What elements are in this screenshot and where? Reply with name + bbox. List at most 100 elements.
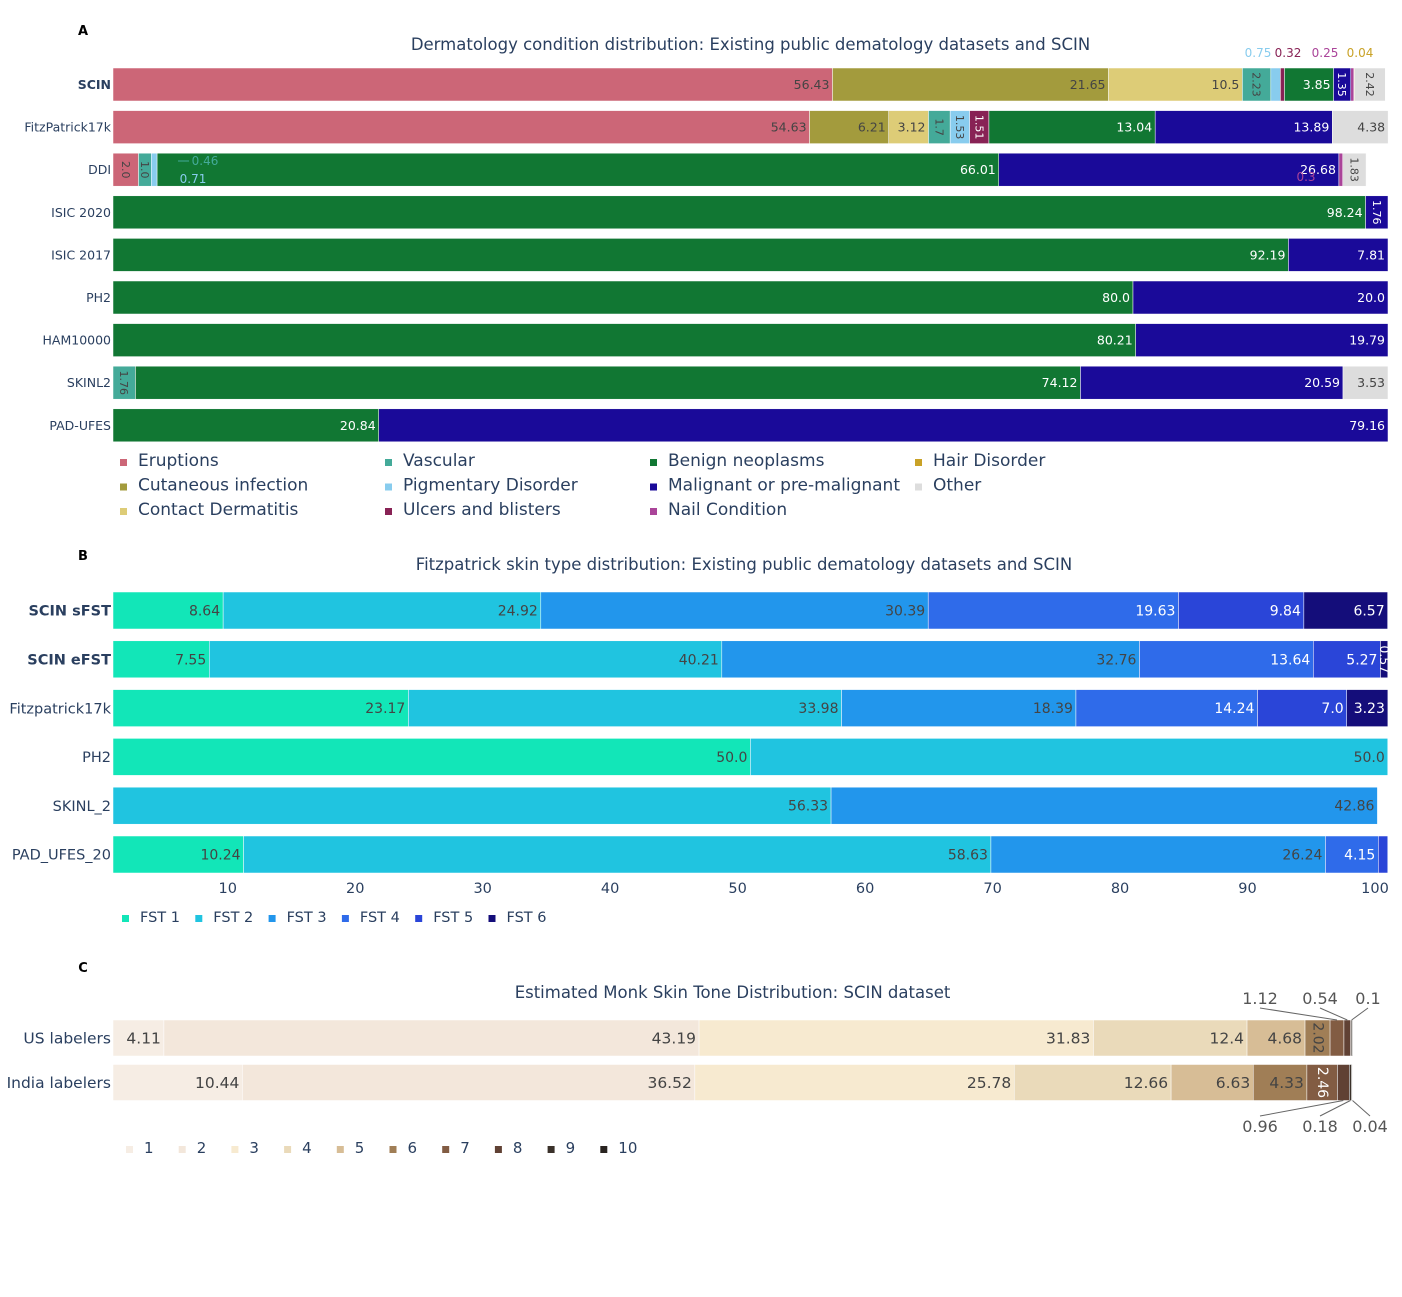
bar-value-label: 23.17 bbox=[365, 701, 405, 717]
bar-segment bbox=[721, 640, 1140, 679]
callout-label: 1.12 bbox=[1242, 989, 1278, 1008]
bar-value-label: 21.65 bbox=[1070, 77, 1106, 92]
bar-segment bbox=[1332, 110, 1389, 144]
bar-segment bbox=[809, 110, 889, 144]
legend-swatch bbox=[195, 915, 203, 922]
legend-swatch bbox=[600, 1146, 608, 1153]
bar-value-label: 1.83 bbox=[1347, 157, 1360, 182]
bar-value-label: 4.11 bbox=[126, 1030, 161, 1048]
category-label: Fitzpatrick17k bbox=[9, 701, 111, 717]
bar-value-label: 8.64 bbox=[189, 604, 220, 620]
legend-label: FST 1 bbox=[140, 910, 180, 926]
bar-value-label: 3.23 bbox=[1354, 701, 1385, 717]
legend-label: Pigmentary Disorder bbox=[403, 476, 578, 496]
bar-segment bbox=[1313, 640, 1381, 679]
bar-segment bbox=[832, 67, 1109, 102]
chart-panel-1: A Dermatology condition distribution: Exi… bbox=[24, 24, 1389, 520]
bar-segment bbox=[112, 640, 210, 679]
category-label: PH2 bbox=[86, 290, 111, 305]
bar-value-label: 20.84 bbox=[340, 418, 376, 433]
bar-segment bbox=[1380, 640, 1388, 679]
bar-value-label: 80.0 bbox=[1102, 290, 1130, 305]
bar-value-label: 10.44 bbox=[195, 1074, 239, 1092]
bar-value-label: 26.24 bbox=[1282, 848, 1322, 864]
bar-segment bbox=[112, 689, 409, 727]
bar-segment bbox=[1350, 67, 1355, 102]
bar-segment bbox=[112, 195, 1366, 230]
bar-segment bbox=[1338, 152, 1343, 187]
bar-value-label: 19.79 bbox=[1349, 333, 1385, 348]
legend-swatch bbox=[915, 459, 922, 466]
bar-segment bbox=[988, 110, 1156, 144]
bar-segment bbox=[163, 1019, 700, 1057]
bar-segment bbox=[135, 365, 1081, 400]
bar-segment bbox=[112, 67, 833, 102]
category-label: ISIC 2017 bbox=[51, 247, 111, 262]
bar-segment bbox=[1342, 152, 1367, 187]
callout-label: 0.46 bbox=[192, 154, 219, 168]
legend-swatch bbox=[494, 1146, 502, 1153]
legend-label: Eruptions bbox=[138, 451, 219, 471]
legend-label: 7 bbox=[460, 1139, 470, 1157]
bar-segment bbox=[888, 110, 929, 144]
bar-value-label: 0.57 bbox=[1377, 645, 1392, 673]
legend-swatch bbox=[268, 915, 276, 922]
bar-segment bbox=[1270, 67, 1281, 102]
legend-swatch bbox=[385, 508, 392, 515]
category-label: DDI bbox=[88, 162, 111, 177]
bar-value-label: 56.33 bbox=[788, 799, 828, 815]
bar-value-label: 42.86 bbox=[1334, 799, 1374, 815]
x-tick-label: 60 bbox=[856, 881, 874, 897]
bar-value-label: 3.53 bbox=[1357, 375, 1385, 390]
bar-value-label: 98.24 bbox=[1327, 205, 1363, 220]
bar-value-label: 12.4 bbox=[1210, 1030, 1245, 1048]
chart-title: Estimated Monk Skin Tone Distribution: S… bbox=[515, 983, 951, 1002]
legend-label: 1 bbox=[144, 1139, 154, 1157]
legend-swatch bbox=[231, 1146, 239, 1153]
bar-value-label: 13.64 bbox=[1270, 652, 1310, 668]
chart-panel-2: B Fitzpatrick skin type distribution: Exi… bbox=[9, 549, 1392, 926]
bar-value-label: 1.76 bbox=[1370, 200, 1383, 225]
bar-segment bbox=[1178, 591, 1305, 630]
bar-value-label: 74.12 bbox=[1042, 375, 1078, 390]
legend-label: 3 bbox=[249, 1139, 259, 1157]
bar-value-label: 7.55 bbox=[175, 652, 206, 668]
bar-value-label: 6.57 bbox=[1353, 604, 1384, 620]
legend-label: Nail Condition bbox=[668, 500, 787, 520]
bar-value-label: 14.24 bbox=[1214, 701, 1254, 717]
bar-segment bbox=[841, 689, 1077, 727]
legend-label: FST 4 bbox=[360, 910, 400, 926]
bar-value-label: 1.35 bbox=[1335, 72, 1348, 97]
callout-label: 0.25 bbox=[1312, 46, 1339, 60]
bar-segment bbox=[112, 786, 832, 825]
category-label: SKINL2 bbox=[67, 375, 111, 390]
bar-value-label: 3.12 bbox=[898, 120, 926, 135]
bar-segment bbox=[112, 1019, 165, 1057]
bar-value-label: 1.76 bbox=[117, 370, 130, 395]
bar-segment bbox=[222, 591, 542, 630]
bar-value-label: 54.63 bbox=[771, 120, 807, 135]
bar-segment bbox=[208, 640, 723, 679]
bar-segment bbox=[243, 835, 992, 874]
category-label: ISIC 2020 bbox=[51, 205, 111, 220]
legend-label: 8 bbox=[513, 1139, 523, 1157]
bar-segment bbox=[1253, 1064, 1308, 1101]
legend-label: Malignant or pre-malignant bbox=[668, 476, 900, 496]
bar-value-label: 6.21 bbox=[858, 120, 886, 135]
bar-value-label: 2.0 bbox=[119, 161, 132, 179]
bar-segment bbox=[1093, 1019, 1248, 1057]
bar-segment bbox=[698, 1019, 1094, 1057]
x-tick-label: 80 bbox=[1111, 881, 1129, 897]
bar-value-label: 2.46 bbox=[1314, 1067, 1330, 1098]
bar-value-label: 4.15 bbox=[1344, 848, 1375, 864]
callout-label: 0.04 bbox=[1347, 46, 1374, 60]
category-label: PH2 bbox=[82, 750, 111, 766]
legend: Eruptions Cutaneous infection Contact Derm… bbox=[120, 451, 1045, 520]
legend-label: Ulcers and blisters bbox=[403, 500, 561, 520]
bar-segment bbox=[112, 110, 810, 144]
bar-value-label: 30.39 bbox=[885, 604, 925, 620]
bar-segment bbox=[1346, 689, 1389, 727]
bar-segment bbox=[1108, 67, 1243, 102]
legend-swatch bbox=[122, 915, 129, 922]
